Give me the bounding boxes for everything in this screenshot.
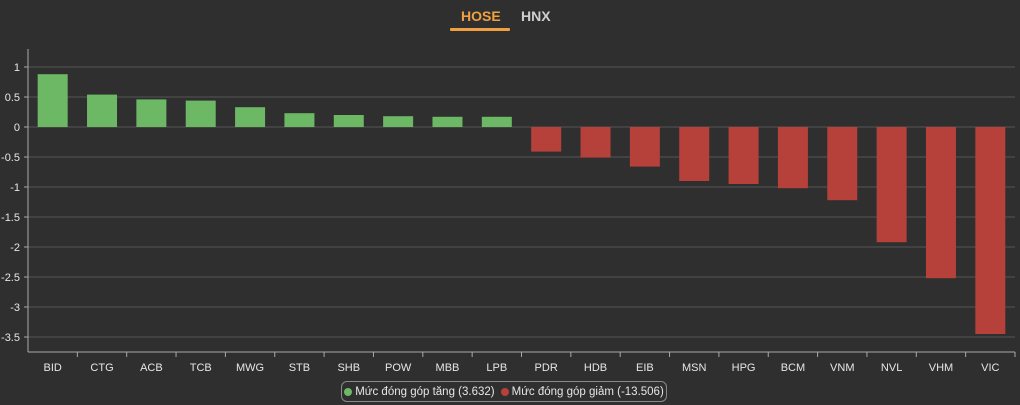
bar-msn bbox=[679, 127, 710, 181]
y-tick-label: -2 bbox=[10, 242, 20, 254]
bar-vhm bbox=[925, 127, 956, 279]
x-tick-label: LPB bbox=[486, 362, 507, 374]
y-tick-label: -1 bbox=[10, 182, 20, 194]
contribution-bar-chart: 1 0.5 0 -0.5 -1 -1.5 -2 -2.5 -3 -3.5 BID CTG ACB TCB M… bbox=[1, 49, 1016, 374]
y-tick-label: -2.5 bbox=[1, 272, 20, 284]
y-tick-label: -3.5 bbox=[1, 332, 20, 344]
x-tick-label: HDB bbox=[584, 362, 607, 374]
bar-tcb bbox=[185, 100, 216, 127]
x-tick-label: VIC bbox=[981, 362, 999, 374]
x-tick-label: BID bbox=[44, 362, 62, 374]
y-tick-label: -0.5 bbox=[1, 152, 20, 164]
negative-dot-icon bbox=[500, 387, 509, 396]
bar-bid bbox=[37, 74, 68, 127]
y-tick-label: -1.5 bbox=[1, 212, 20, 224]
x-tick-label: MBB bbox=[436, 362, 460, 374]
x-tick-label: STB bbox=[289, 362, 310, 374]
chart-legend: Mức đóng góp tăng (3.632) Mức đóng góp g… bbox=[341, 381, 667, 402]
x-tick-label: POW bbox=[385, 362, 412, 374]
y-tick-label: 1 bbox=[14, 62, 20, 74]
legend-negative-label: Mức đóng góp giảm (-13.506) bbox=[511, 385, 664, 398]
bar-hpg bbox=[728, 127, 759, 184]
x-tick-label: MSN bbox=[682, 362, 707, 374]
positive-dot-icon bbox=[344, 387, 353, 396]
y-tick-label: 0.5 bbox=[5, 92, 20, 104]
bar-eib bbox=[629, 127, 660, 167]
x-tick-label: EIB bbox=[636, 362, 654, 374]
x-tick-label: SHB bbox=[337, 362, 360, 374]
x-tick-label: VNM bbox=[830, 362, 854, 374]
bar-pdr bbox=[531, 127, 562, 152]
x-tick-label: NVL bbox=[881, 362, 902, 374]
bar-ctg bbox=[87, 94, 118, 127]
bar-bcm bbox=[777, 127, 808, 189]
y-tick-label: 0 bbox=[14, 122, 20, 134]
bar-mbb bbox=[432, 116, 463, 127]
x-tick-label: CTG bbox=[90, 362, 113, 374]
legend-item-negative[interactable]: Mức đóng góp giảm (-13.506) bbox=[500, 385, 664, 398]
bar-pow bbox=[383, 116, 414, 127]
bar-hdb bbox=[580, 127, 611, 158]
x-tick-label: BCM bbox=[781, 362, 805, 374]
bar-nvl bbox=[876, 127, 907, 243]
legend-positive-label: Mức đóng góp tăng (3.632) bbox=[355, 385, 495, 398]
y-tick-label: -3 bbox=[10, 302, 20, 314]
active-tab-indicator bbox=[450, 28, 510, 31]
x-tick-label: TCB bbox=[190, 362, 212, 374]
x-tick-label: PDR bbox=[535, 362, 558, 374]
bar-acb bbox=[136, 99, 167, 127]
exchange-tabs: HOSE HNX bbox=[0, 0, 1020, 36]
bar-stb bbox=[284, 113, 315, 127]
x-tick-label: VHM bbox=[929, 362, 953, 374]
x-tick-label: HPG bbox=[732, 362, 756, 374]
bar-vnm bbox=[827, 127, 858, 201]
legend-item-positive[interactable]: Mức đóng góp tăng (3.632) bbox=[344, 385, 495, 398]
bar-mwg bbox=[235, 107, 266, 127]
bar-lpb bbox=[481, 116, 512, 127]
x-tick-label: ACB bbox=[140, 362, 163, 374]
bar-vic bbox=[975, 127, 1006, 334]
bar-shb bbox=[333, 115, 364, 127]
tab-hose[interactable]: HOSE bbox=[461, 8, 501, 24]
tab-hnx[interactable]: HNX bbox=[521, 8, 551, 24]
x-tick-label: MWG bbox=[236, 362, 264, 374]
